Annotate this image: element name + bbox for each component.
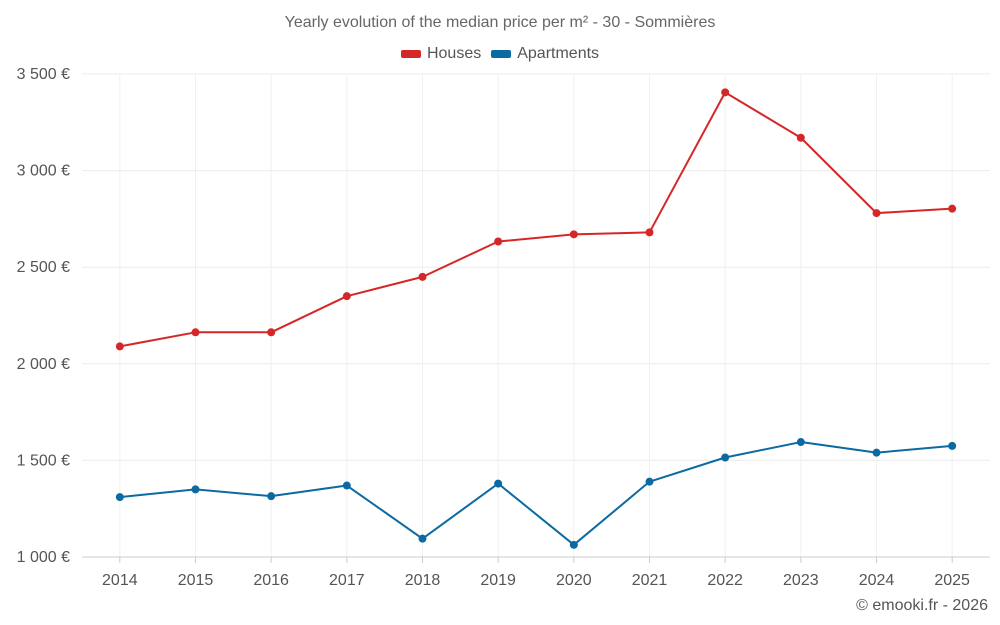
data-point-houses [796, 133, 805, 142]
legend-item-apartments[interactable]: Apartments [491, 45, 599, 63]
data-point-apartments [645, 477, 654, 486]
x-tick-label: 2024 [859, 572, 895, 589]
data-point-houses [948, 204, 957, 213]
legend-label-apartments: Apartments [517, 45, 600, 62]
data-point-houses [115, 342, 124, 351]
x-tick-label: 2020 [556, 572, 592, 589]
data-point-apartments [796, 438, 805, 447]
y-tick-label: 2 500 € [17, 259, 70, 276]
x-tick-label: 2019 [480, 572, 516, 589]
x-tick-label: 2017 [329, 572, 365, 589]
series-line-apartments [119, 441, 953, 546]
x-tick-label: 2022 [707, 572, 743, 589]
x-tick-label: 2021 [632, 572, 668, 589]
data-point-apartments [721, 453, 730, 462]
x-tick-label: 2025 [934, 572, 970, 589]
x-tick-label: 2015 [178, 572, 214, 589]
data-point-apartments [418, 534, 427, 543]
data-point-houses [267, 328, 276, 337]
data-point-houses [191, 328, 200, 337]
y-tick-label: 1 000 € [17, 549, 70, 566]
legend-swatch-houses [400, 50, 421, 58]
x-tick-label: 2018 [405, 572, 441, 589]
data-point-apartments [267, 492, 276, 501]
data-point-houses [721, 88, 730, 97]
legend: Houses Apartments [0, 45, 1000, 63]
x-tick-label: 2014 [102, 572, 138, 589]
data-point-apartments [872, 448, 881, 457]
data-point-apartments [948, 441, 957, 450]
x-tick-label: 2016 [253, 572, 289, 589]
y-tick-label: 1 500 € [17, 452, 70, 469]
data-point-houses [342, 292, 351, 301]
data-point-houses [494, 237, 503, 246]
series-line-houses [119, 91, 953, 348]
legend-swatch-apartments [491, 50, 512, 58]
chart-title: Yearly evolution of the median price per… [284, 14, 716, 31]
data-point-houses [418, 272, 427, 281]
legend-item-houses[interactable]: Houses [400, 45, 482, 63]
y-tick-label: 3 000 € [17, 163, 70, 180]
copyright-footer: © emooki.fr - 2026 [856, 597, 988, 614]
y-tick-label: 3 500 € [17, 66, 70, 83]
legend-label-houses: Houses [426, 45, 482, 62]
data-point-apartments [342, 481, 351, 490]
x-tick-label: 2023 [783, 572, 819, 589]
data-point-apartments [494, 479, 503, 488]
data-point-houses [569, 230, 578, 239]
data-point-apartments [115, 493, 124, 502]
y-tick-label: 2 000 € [17, 356, 70, 373]
data-point-houses [872, 209, 881, 218]
data-point-apartments [569, 540, 578, 549]
data-point-apartments [191, 485, 200, 494]
data-point-houses [645, 228, 654, 237]
